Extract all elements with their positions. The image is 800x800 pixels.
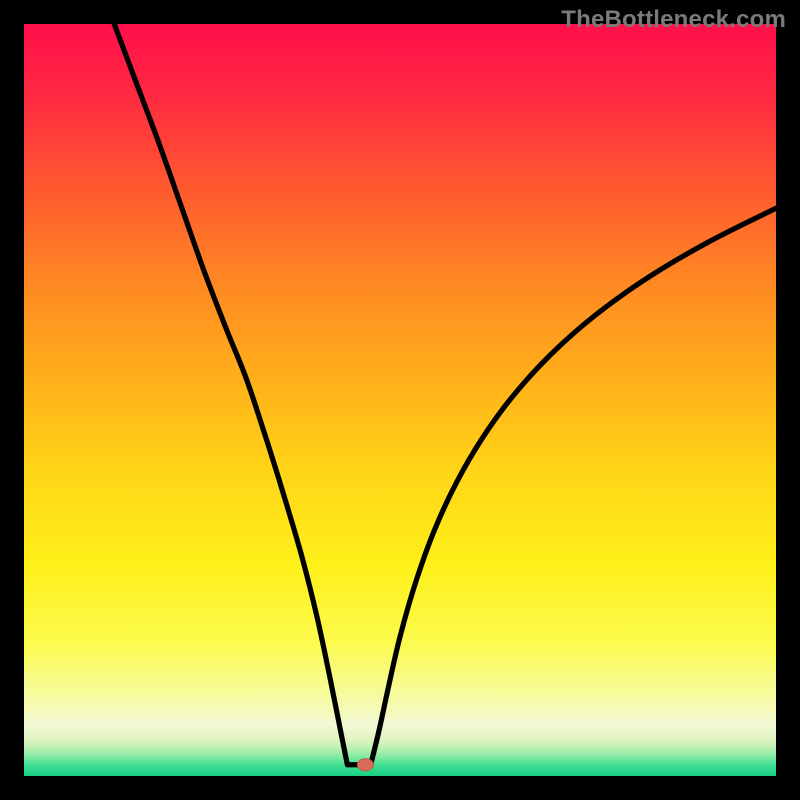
bottleneck-chart-container: TheBottleneck.com <box>0 0 800 800</box>
watermark-text: TheBottleneck.com <box>561 6 786 34</box>
bottleneck-chart-svg <box>0 0 800 800</box>
gradient-background <box>24 24 776 776</box>
optimal-point-marker <box>357 759 373 771</box>
